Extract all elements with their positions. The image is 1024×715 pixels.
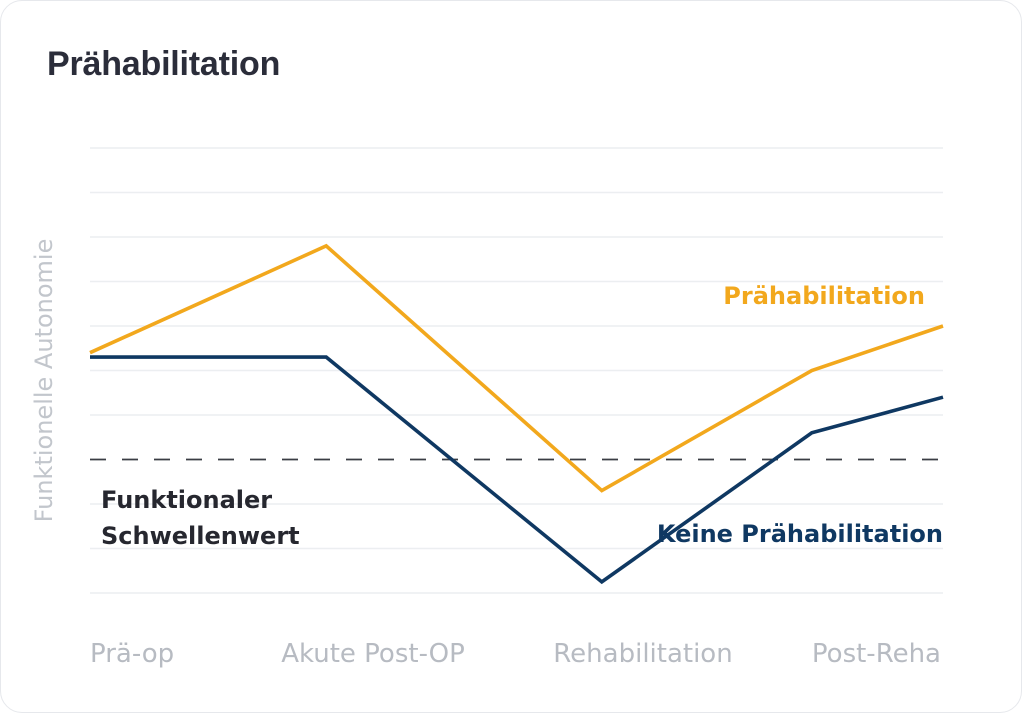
x-tick-label: Post-Reha <box>812 639 941 669</box>
threshold-label: Schwellenwert <box>101 522 300 550</box>
chart-title: Prähabilitation <box>47 45 281 83</box>
x-tick-label: Prä-op <box>90 639 174 669</box>
threshold-label: Funktionaler <box>101 486 272 514</box>
y-axis-label: Funktionelle Autonomie <box>30 239 58 523</box>
series-group <box>89 243 944 585</box>
gridlines <box>90 147 943 594</box>
series-line-praehabilitation <box>89 243 944 493</box>
series-label: Prähabilitation <box>723 282 925 310</box>
labels-group: Funktionelle Autonomie Prä-op Akute Post-O… <box>30 239 943 669</box>
x-tick-label: Akute Post-OP <box>281 639 465 669</box>
series-line-keine-praehabilitation <box>90 355 944 585</box>
x-tick-label: Rehabilitation <box>553 639 732 669</box>
series-label: Keine Prähabilitation <box>657 520 943 548</box>
